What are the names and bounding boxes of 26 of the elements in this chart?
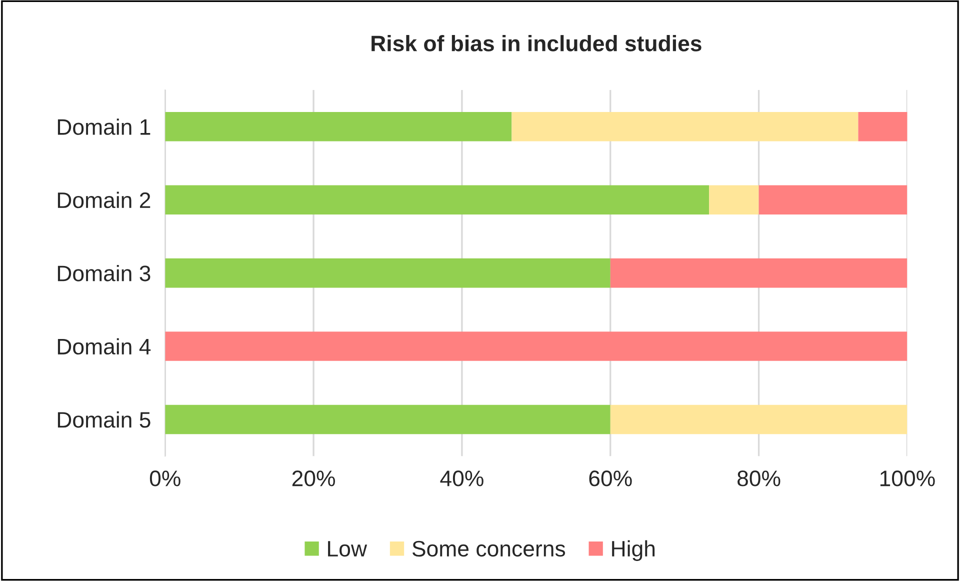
x-tick-label: 60% [589,470,632,486]
y-tick-label: Domain 5 [58,411,150,428]
y-tick-label: Domain 4 [58,338,151,355]
bar [709,185,759,215]
bar [165,404,610,434]
legend-label: Low [328,541,368,557]
x-tick-label: 40% [440,470,484,486]
bar [758,185,908,215]
x-tick-label: 20% [292,470,335,486]
bar [165,332,908,361]
bar [165,112,512,142]
legend-label: Some concerns [412,540,566,557]
bar [858,112,908,142]
bar [165,258,610,288]
x-tick-label: 80% [738,470,780,486]
x-tick-label: 0% [150,470,180,486]
chart-title: Risk of bias in included studies [372,35,702,52]
y-tick-label: Domain 2 [58,192,150,208]
legend-label: High [612,540,655,561]
x-tick-label: 100% [880,470,935,486]
bar [610,404,908,434]
y-tick-label: Domain 1 [58,118,150,135]
bar [165,185,710,215]
bar [512,112,858,142]
y-tick-label: Domain 3 [58,265,150,282]
bar [610,258,908,288]
